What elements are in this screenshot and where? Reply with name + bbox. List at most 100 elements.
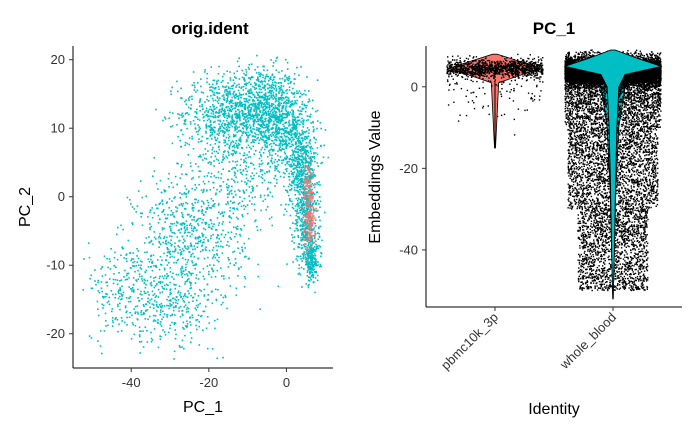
scatter-point — [278, 102, 280, 105]
scatter-point — [253, 167, 256, 170]
scatter-point — [297, 255, 300, 258]
scatter-point — [320, 265, 322, 268]
scatter-point — [233, 179, 235, 182]
scatter-point — [194, 86, 196, 89]
scatter-point — [166, 201, 168, 203]
scatter-point — [291, 104, 294, 106]
scatter-point — [298, 113, 301, 116]
scatter-point — [310, 216, 312, 219]
scatter-point — [236, 181, 239, 183]
scatter-point — [102, 297, 105, 299]
scatter-point — [236, 164, 238, 166]
scatter-point — [227, 115, 230, 118]
scatter-point — [235, 140, 238, 142]
scatter-point — [240, 101, 243, 104]
scatter-point — [292, 110, 294, 112]
scatter-point — [278, 128, 280, 130]
scatter-point — [278, 171, 281, 173]
scatter-point — [218, 88, 220, 91]
scatter-point — [206, 206, 209, 209]
scatter-point — [190, 178, 193, 180]
scatter-point — [103, 255, 106, 258]
scatter-point — [224, 296, 227, 298]
scatter-point — [132, 265, 134, 267]
scatter-point — [312, 255, 315, 257]
scatter-point — [274, 131, 277, 133]
scatter-point — [173, 250, 176, 253]
scatter-point — [201, 210, 204, 212]
scatter-point — [287, 194, 290, 197]
scatter-point — [289, 214, 292, 217]
scatter-point — [244, 131, 247, 134]
scatter-point — [188, 99, 190, 101]
scatter-point — [285, 121, 287, 124]
scatter-point — [203, 241, 205, 243]
scatter-point — [289, 158, 291, 160]
scatter-point — [287, 112, 289, 115]
scatter-point — [161, 318, 163, 321]
scatter-point — [230, 104, 232, 107]
scatter-point — [201, 244, 204, 247]
scatter-point — [307, 119, 309, 121]
scatter-point — [162, 277, 165, 280]
scatter-point — [182, 202, 185, 205]
scatter-point — [258, 130, 260, 132]
scatter-point — [283, 214, 285, 216]
scatter-point — [307, 265, 310, 267]
scatter-point — [259, 119, 261, 122]
scatter-point — [216, 357, 218, 360]
scatter-point — [277, 150, 279, 153]
scatter-point — [264, 198, 267, 201]
scatter-point — [192, 204, 194, 207]
scatter-point — [265, 73, 268, 76]
scatter-point — [227, 256, 229, 259]
scatter-point — [304, 188, 307, 190]
scatter-point — [200, 78, 202, 80]
scatter-point — [194, 116, 196, 118]
scatter-point — [256, 127, 258, 129]
scatter-point — [254, 150, 257, 152]
scatter-point — [229, 77, 232, 79]
scatter-point — [300, 121, 302, 123]
scatter-point — [260, 106, 263, 108]
scatter-point — [218, 256, 220, 259]
scatter-point — [267, 187, 269, 189]
scatter-point — [239, 235, 242, 237]
scatter-point — [245, 173, 247, 176]
scatter-point — [218, 123, 220, 125]
scatter-point — [198, 217, 200, 220]
scatter-point — [241, 200, 244, 203]
scatter-point — [223, 275, 225, 277]
scatter-point — [277, 137, 280, 139]
scatter-point — [222, 135, 225, 138]
scatter-point — [198, 240, 200, 243]
scatter-point — [299, 188, 302, 191]
scatter-point — [221, 223, 224, 225]
scatter-point — [191, 137, 193, 140]
scatter-point — [306, 115, 309, 117]
scatter-point — [180, 253, 183, 255]
scatter-point — [166, 298, 168, 301]
scatter-point — [227, 152, 230, 154]
scatter-point — [264, 126, 267, 129]
scatter-point — [242, 89, 245, 91]
scatter-point — [294, 156, 297, 159]
scatter-point — [307, 164, 310, 166]
scatter-point — [287, 102, 289, 104]
scatter-point — [268, 108, 271, 110]
scatter-point — [121, 320, 123, 322]
scatter-point — [183, 328, 185, 330]
scatter-point — [162, 287, 164, 290]
scatter-point — [169, 253, 172, 256]
scatter-point — [185, 220, 188, 222]
scatter-point — [266, 146, 268, 149]
scatter-point — [279, 146, 282, 148]
scatter-point — [257, 94, 259, 96]
scatter-point — [114, 278, 117, 281]
scatter-point — [243, 83, 246, 86]
scatter-point — [253, 153, 255, 155]
scatter-point — [253, 203, 256, 206]
scatter-point — [277, 98, 280, 100]
violin-point — [446, 79, 449, 81]
scatter-point — [126, 324, 128, 326]
